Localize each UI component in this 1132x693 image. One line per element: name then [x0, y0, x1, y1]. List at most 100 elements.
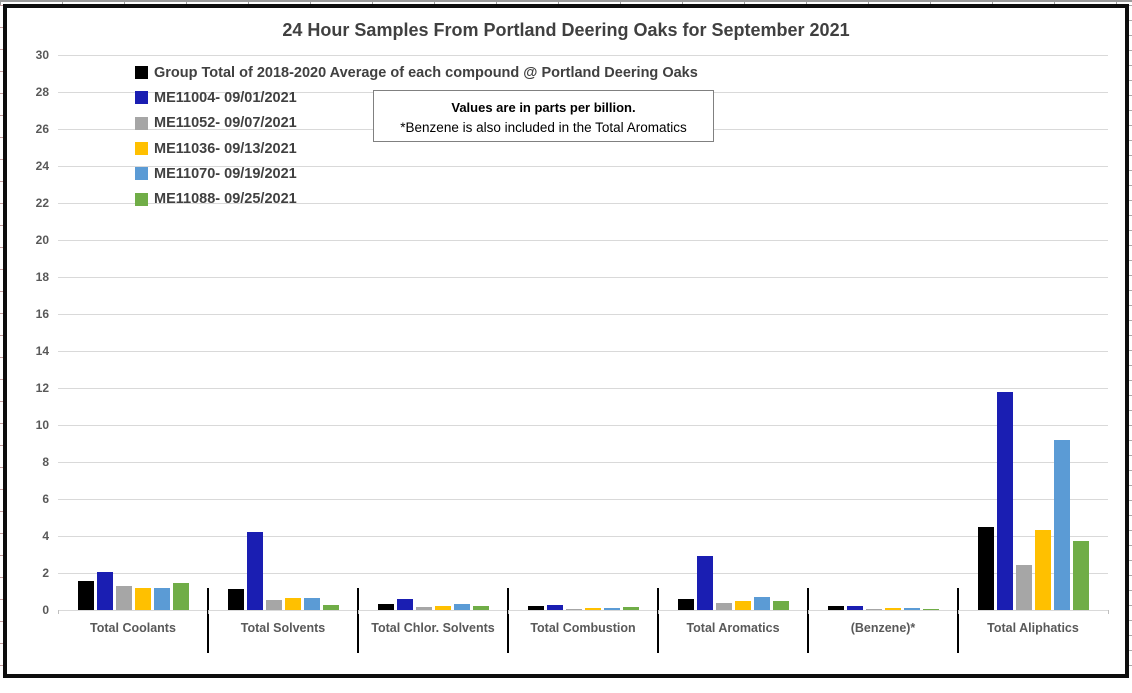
bar-6-cat-7[interactable]: [1072, 540, 1089, 610]
y-axis-label: 28: [35, 85, 49, 99]
bar-1-cat-5[interactable]: [677, 598, 694, 610]
gridline: [58, 165, 1108, 167]
category-label: Total Aromatics: [686, 621, 780, 635]
bar-1-cat-2[interactable]: [227, 588, 244, 610]
bar-3-cat-7[interactable]: [1015, 564, 1032, 610]
bar-6-cat-4[interactable]: [622, 607, 639, 610]
bar-5-cat-1[interactable]: [153, 587, 170, 610]
legend-swatch-icon: [135, 116, 148, 130]
bar-6-cat-3[interactable]: [472, 605, 489, 610]
y-axis-label: 24: [35, 159, 49, 173]
bar-2-cat-4[interactable]: [546, 605, 563, 610]
chart-legend: Group Total of 2018-2020 Average of each…: [135, 60, 698, 212]
y-axis-label: 4: [42, 529, 49, 543]
bar-2-cat-5[interactable]: [696, 556, 713, 610]
legend-item-2[interactable]: ME11004- 09/01/2021: [135, 85, 698, 110]
y-axis-label: 6: [42, 492, 49, 506]
gridline: [58, 387, 1108, 389]
legend-item-4[interactable]: ME11036- 09/13/2021: [135, 136, 698, 161]
bar-6-cat-1[interactable]: [172, 583, 189, 610]
legend-item-6[interactable]: ME11088- 09/25/2021: [135, 186, 698, 211]
category-divider: [957, 588, 959, 653]
legend-item-1[interactable]: Group Total of 2018-2020 Average of each…: [135, 60, 698, 85]
bar-1-cat-3[interactable]: [377, 603, 394, 610]
gridline: [58, 424, 1108, 426]
gridline: [58, 239, 1108, 241]
chart-title[interactable]: 24 Hour Samples From Portland Deering Oa…: [282, 20, 850, 40]
x-axis-tick: [1108, 610, 1109, 614]
bar-6-cat-2[interactable]: [322, 604, 339, 610]
y-axis-label: 30: [35, 48, 49, 62]
bar-4-cat-5[interactable]: [734, 600, 751, 610]
bar-1-cat-1[interactable]: [77, 581, 94, 610]
legend-item-5[interactable]: ME11070- 09/19/2021: [135, 161, 698, 186]
bar-4-cat-3[interactable]: [434, 605, 451, 610]
category-divider: [207, 588, 209, 653]
note-line-1: Values are in parts per billion.: [451, 100, 636, 115]
bar-2-cat-6[interactable]: [846, 605, 863, 610]
legend-item-3[interactable]: ME11052- 09/07/2021: [135, 111, 698, 136]
category-divider: [357, 588, 359, 653]
y-axis-label: 26: [35, 122, 49, 136]
bar-5-cat-4[interactable]: [603, 607, 620, 610]
bar-6-cat-5[interactable]: [772, 600, 789, 610]
legend-label: ME11070- 09/19/2021: [154, 165, 297, 182]
y-axis-label: 14: [35, 344, 49, 358]
y-axis-label: 22: [35, 196, 49, 210]
category-divider: [657, 588, 659, 653]
bar-4-cat-6[interactable]: [884, 608, 901, 610]
bar-5-cat-6[interactable]: [903, 608, 920, 610]
legend-label: ME11036- 09/13/2021: [154, 140, 297, 157]
bar-5-cat-7[interactable]: [1053, 439, 1070, 610]
bar-2-cat-2[interactable]: [246, 532, 263, 610]
legend-swatch-icon: [135, 142, 148, 156]
bar-6-cat-6[interactable]: [922, 608, 939, 610]
x-axis-tick: [208, 610, 209, 614]
bar-4-cat-7[interactable]: [1034, 530, 1051, 610]
spreadsheet-left-sliver: [0, 5, 3, 678]
gridline: [58, 572, 1108, 574]
x-axis-tick: [58, 610, 59, 614]
category-label: Total Aliphatics: [987, 621, 1079, 635]
category-label: Total Chlor. Solvents: [371, 621, 495, 635]
spreadsheet-top-sliver: [0, 0, 1132, 5]
legend-swatch-icon: [135, 66, 148, 80]
y-axis-label: 0: [42, 603, 49, 617]
bar-3-cat-6[interactable]: [865, 608, 882, 610]
bar-2-cat-3[interactable]: [396, 598, 413, 610]
x-axis-tick: [808, 610, 809, 614]
bar-3-cat-2[interactable]: [265, 599, 282, 610]
bar-1-cat-4[interactable]: [527, 605, 544, 610]
gridline: [58, 276, 1108, 278]
bar-4-cat-4[interactable]: [584, 608, 601, 610]
legend-label: ME11004- 09/01/2021: [154, 89, 297, 106]
bar-5-cat-3[interactable]: [453, 604, 470, 610]
bar-3-cat-5[interactable]: [715, 602, 732, 610]
bar-3-cat-1[interactable]: [115, 585, 132, 610]
bar-1-cat-6[interactable]: [827, 606, 844, 610]
bar-3-cat-3[interactable]: [415, 606, 432, 610]
x-axis-tick: [958, 610, 959, 614]
bar-4-cat-1[interactable]: [134, 587, 151, 610]
y-axis-label: 12: [35, 381, 49, 395]
legend-label: ME11088- 09/25/2021: [154, 191, 297, 208]
category-divider: [507, 588, 509, 653]
gridline: [58, 535, 1108, 537]
bar-3-cat-4[interactable]: [565, 608, 582, 610]
chart-object[interactable]: 24 Hour Samples From Portland Deering Oa…: [3, 4, 1129, 678]
bar-5-cat-2[interactable]: [303, 597, 320, 610]
bar-4-cat-2[interactable]: [284, 597, 301, 610]
gridline: [58, 461, 1108, 463]
category-label: (Benzene)*: [850, 621, 916, 635]
y-axis-label: 18: [35, 270, 49, 284]
y-axis-label: 20: [35, 233, 49, 247]
note-text-box[interactable]: Values are in parts per billion. *Benzen…: [373, 90, 714, 142]
category-label: Total Solvents: [240, 621, 326, 635]
bar-5-cat-5[interactable]: [753, 597, 770, 610]
bar-2-cat-7[interactable]: [996, 391, 1013, 610]
gridline: [58, 609, 1108, 611]
gridline: [58, 498, 1108, 500]
bar-2-cat-1[interactable]: [96, 572, 113, 610]
bar-1-cat-7[interactable]: [977, 526, 994, 610]
